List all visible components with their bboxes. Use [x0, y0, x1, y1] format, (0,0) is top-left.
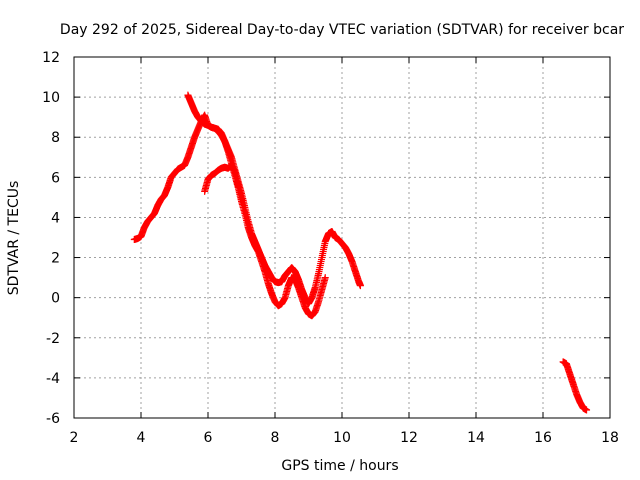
x-tick-label: 18 — [601, 430, 619, 446]
y-tick-label: 12 — [42, 50, 60, 66]
data-points — [130, 91, 591, 414]
y-axis-label: SDTVAR / TECUs — [6, 181, 22, 296]
x-tick-label: 2 — [70, 430, 79, 446]
x-tick-label: 12 — [400, 430, 418, 446]
data-point — [238, 195, 245, 203]
x-tick-label: 14 — [467, 430, 485, 446]
y-tick-label: 2 — [51, 251, 60, 267]
grid-lines — [74, 57, 610, 418]
x-tick-label: 16 — [534, 430, 552, 446]
y-tick-label: -2 — [46, 331, 60, 347]
data-point — [356, 282, 364, 290]
series-2 — [184, 91, 364, 308]
x-tick-label: 10 — [333, 430, 351, 446]
y-tick-label: -6 — [46, 411, 60, 427]
series-3 — [201, 161, 245, 203]
series-4 — [559, 358, 591, 414]
data-point — [321, 274, 329, 282]
y-tick-label: -4 — [46, 371, 60, 387]
y-tick-label: 8 — [51, 130, 60, 146]
y-tick-label: 10 — [42, 90, 60, 106]
x-tick-labels: 2 4 6 8 10 12 14 16 18 — [70, 430, 619, 446]
x-tick-label: 4 — [137, 430, 146, 446]
y-tick-label: 0 — [51, 291, 60, 307]
x-axis-label: GPS time / hours — [281, 458, 398, 474]
chart-title: Day 292 of 2025, Sidereal Day-to-day VTE… — [60, 22, 624, 38]
axis-ticks — [73, 56, 611, 419]
x-tick-label: 6 — [204, 430, 213, 446]
y-tick-label: 4 — [51, 210, 60, 226]
x-tick-label: 8 — [271, 430, 280, 446]
y-tick-labels: -6 -4 -2 0 2 4 6 8 10 12 — [42, 50, 60, 427]
y-tick-label: 6 — [51, 170, 60, 186]
data-point — [583, 406, 591, 414]
